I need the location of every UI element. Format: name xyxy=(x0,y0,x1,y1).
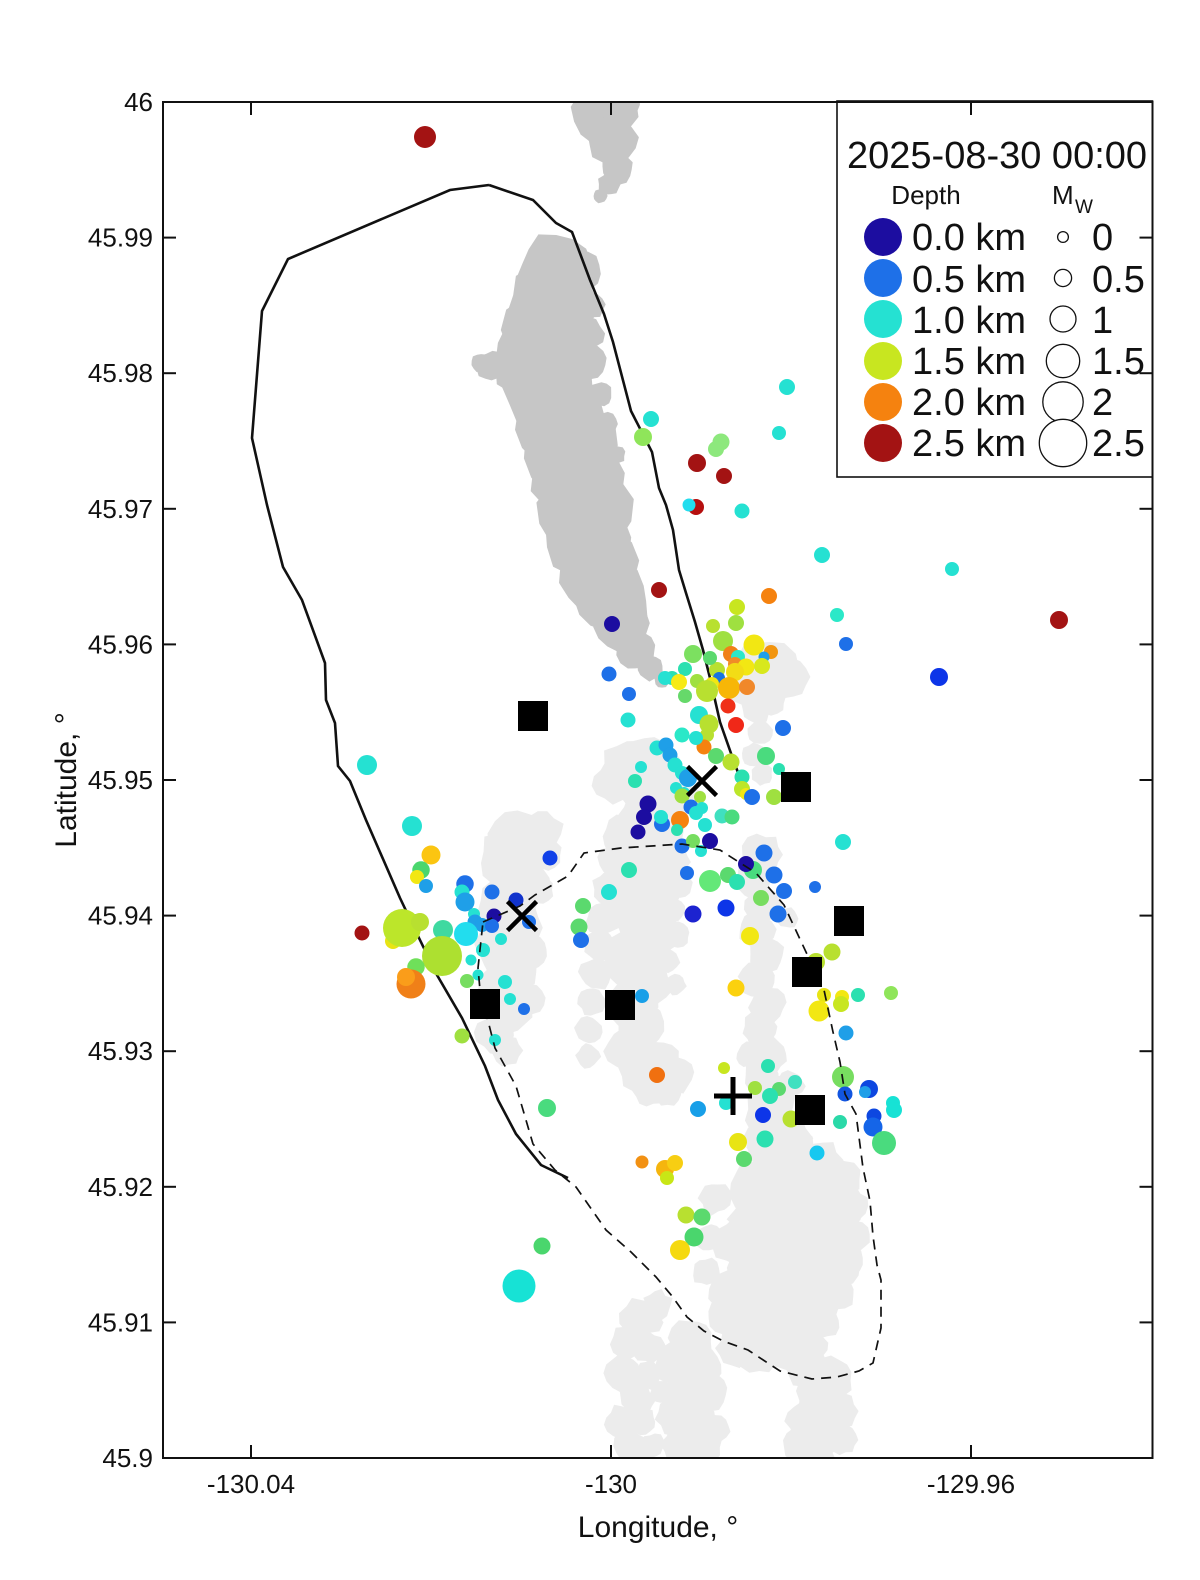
svg-text:45.9: 45.9 xyxy=(102,1443,153,1473)
svg-text:0.0 km: 0.0 km xyxy=(912,217,1026,259)
svg-text:1.0 km: 1.0 km xyxy=(912,300,1026,342)
svg-text:0: 0 xyxy=(1092,217,1113,259)
svg-text:0.5 km: 0.5 km xyxy=(912,259,1026,301)
svg-text:0.5: 0.5 xyxy=(1092,259,1145,301)
svg-text:45.95: 45.95 xyxy=(88,765,153,795)
svg-text:M: M xyxy=(1052,180,1074,210)
svg-text:46: 46 xyxy=(124,87,153,117)
svg-text:1.5 km: 1.5 km xyxy=(912,341,1026,383)
svg-text:45.98: 45.98 xyxy=(88,358,153,388)
svg-text:Longitude, °: Longitude, ° xyxy=(578,1511,738,1544)
svg-text:45.99: 45.99 xyxy=(88,223,153,253)
svg-text:2.0 km: 2.0 km xyxy=(912,382,1026,424)
svg-text:Latitude, °: Latitude, ° xyxy=(50,712,83,847)
svg-text:2.5: 2.5 xyxy=(1092,423,1145,465)
svg-text:-129.96: -129.96 xyxy=(927,1469,1015,1499)
svg-text:2: 2 xyxy=(1092,382,1113,424)
svg-text:45.92: 45.92 xyxy=(88,1172,153,1202)
svg-text:W: W xyxy=(1075,197,1093,218)
svg-text:1: 1 xyxy=(1092,300,1113,342)
svg-text:45.93: 45.93 xyxy=(88,1036,153,1066)
svg-text:45.96: 45.96 xyxy=(88,629,153,659)
svg-text:-130.04: -130.04 xyxy=(207,1469,295,1499)
svg-text:-130: -130 xyxy=(585,1469,637,1499)
svg-text:2025-08-30 00:00: 2025-08-30 00:00 xyxy=(847,135,1147,177)
svg-text:2.5 km: 2.5 km xyxy=(912,423,1026,465)
svg-text:1.5: 1.5 xyxy=(1092,341,1145,383)
svg-text:45.97: 45.97 xyxy=(88,494,153,524)
svg-text:Depth: Depth xyxy=(891,180,960,210)
svg-text:45.94: 45.94 xyxy=(88,901,153,931)
svg-text:45.91: 45.91 xyxy=(88,1307,153,1337)
